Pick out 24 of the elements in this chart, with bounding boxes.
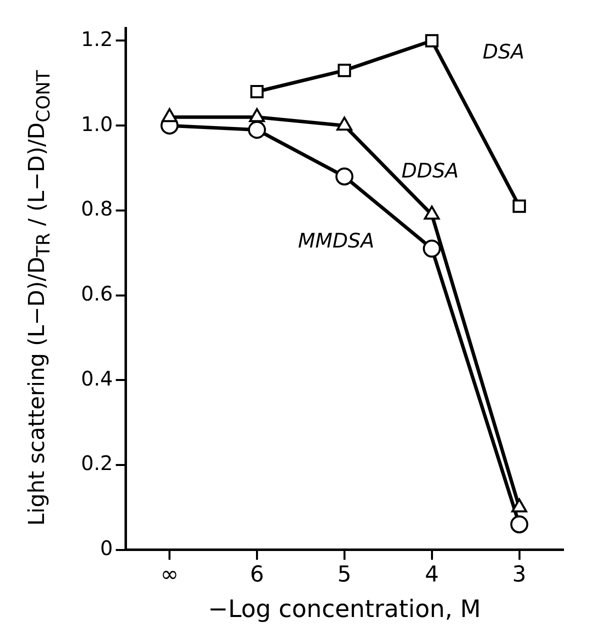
- x-tick-label: 6: [250, 562, 264, 588]
- point: [335, 167, 354, 186]
- y-tick-label: 0.8: [80, 196, 113, 221]
- x-tick-label: ∞: [160, 562, 179, 588]
- series-label: DSA: [482, 40, 524, 64]
- x-tick-label: 5: [337, 562, 352, 588]
- x-tick-label: 3: [512, 562, 526, 588]
- point: [422, 240, 441, 258]
- x-axis-title: −Log concentration, M: [208, 594, 481, 623]
- point: [248, 120, 266, 139]
- point: [512, 200, 526, 213]
- y-tick-label: 0.6: [80, 281, 113, 306]
- y-tick-label: 0.2: [80, 451, 113, 476]
- series-label: DDSA: [402, 158, 459, 182]
- point: [510, 515, 528, 534]
- point: [425, 34, 438, 48]
- y-tick-label: 1.2: [80, 26, 113, 51]
- y-tick-label: 0: [100, 536, 113, 560]
- point: [338, 64, 352, 78]
- y-tick-label: 0.4: [80, 366, 113, 390]
- series-label: MMDSA: [298, 228, 374, 253]
- point: [250, 84, 264, 98]
- x-tick-label: 4: [424, 562, 439, 588]
- y-tick-label: 1.0: [80, 112, 113, 136]
